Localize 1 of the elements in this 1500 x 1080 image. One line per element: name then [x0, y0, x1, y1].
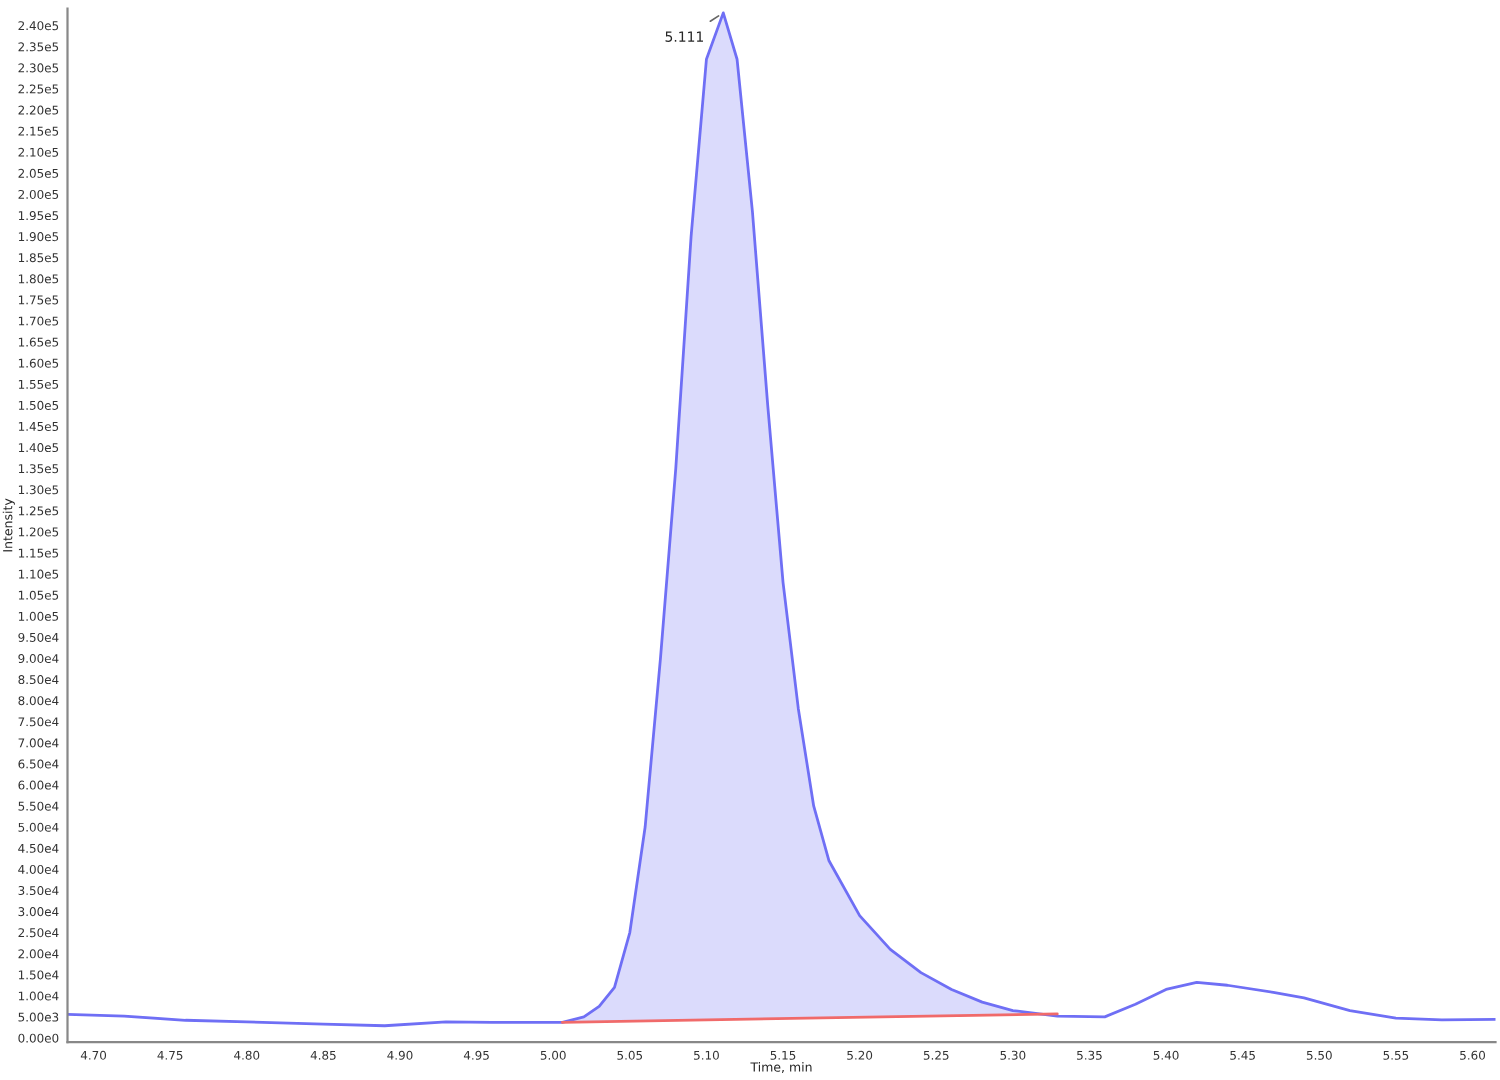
line-series — [67, 11, 1496, 1028]
